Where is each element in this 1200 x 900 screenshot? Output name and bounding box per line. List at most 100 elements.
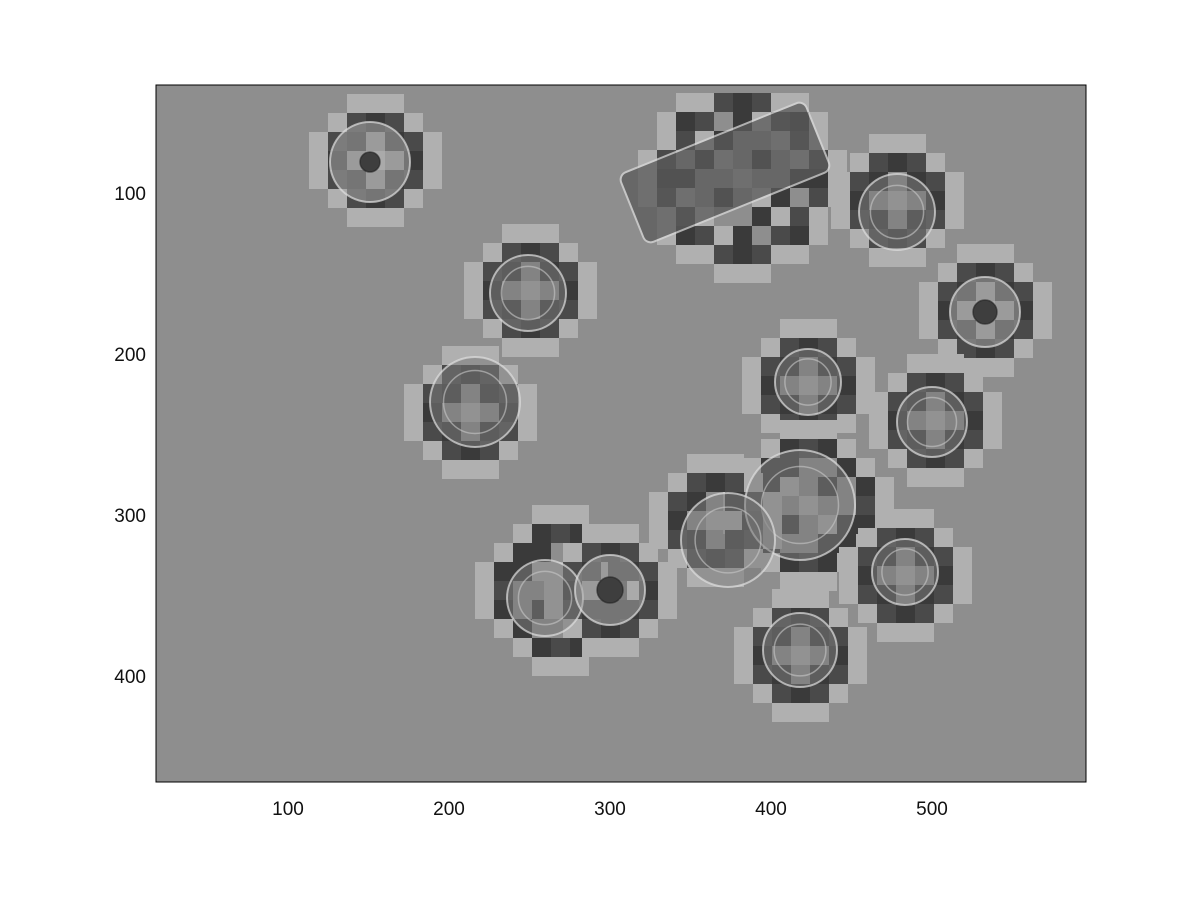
block-cell — [532, 543, 551, 562]
block-cell — [780, 319, 799, 338]
block-cell — [856, 357, 875, 376]
coin-inner-ring — [881, 548, 929, 596]
block-cell — [725, 473, 744, 492]
block-cell — [907, 134, 926, 153]
block-cell — [464, 262, 483, 281]
block-cell — [888, 373, 907, 392]
block-cell — [907, 153, 926, 172]
block-cell — [869, 153, 888, 172]
block-cell — [499, 441, 518, 460]
block-cell — [385, 94, 404, 113]
x-axis-ticks: 100 200 300 400 500 — [272, 799, 948, 820]
block-cell — [915, 623, 934, 642]
coin-medium-center — [680, 492, 776, 588]
block-cell — [858, 604, 877, 623]
block-cell — [742, 376, 761, 395]
block-cell — [983, 411, 1002, 430]
x-tick-label: 500 — [916, 799, 948, 820]
block-cell — [464, 300, 483, 319]
block-cell — [578, 281, 597, 300]
block-cell — [442, 441, 461, 460]
block-cell — [366, 208, 385, 227]
block-cell — [513, 638, 532, 657]
block-cell — [714, 264, 733, 283]
block-cell — [848, 627, 867, 646]
block-cell — [790, 207, 809, 226]
block-cell — [934, 547, 953, 566]
block-cell — [888, 449, 907, 468]
block-cell — [799, 420, 818, 439]
coin-inner-ring — [517, 570, 573, 626]
block-cell — [790, 226, 809, 245]
block-cell — [551, 505, 570, 524]
block-cell — [752, 264, 771, 283]
block-cell — [828, 150, 847, 169]
block-cell — [875, 477, 894, 496]
block-cell — [714, 226, 733, 245]
block-cell — [837, 414, 856, 433]
block-cell — [858, 585, 877, 604]
block-cell — [856, 376, 875, 395]
x-tick-label: 200 — [433, 799, 465, 820]
block-cell — [791, 703, 810, 722]
block-cell — [964, 411, 983, 430]
block-cell — [461, 460, 480, 479]
block-cell — [1014, 339, 1033, 358]
battery-top-center — [619, 101, 831, 244]
block-cell — [733, 93, 752, 112]
coin-inner-ring — [760, 465, 840, 545]
block-cell — [761, 338, 780, 357]
block-cell — [733, 264, 752, 283]
block-cell — [532, 657, 551, 676]
block-cell — [869, 392, 888, 411]
block-cell — [442, 460, 461, 479]
y-tick-label: 400 — [114, 667, 146, 688]
block-cell — [945, 210, 964, 229]
block-cell — [888, 153, 907, 172]
block-cell — [753, 608, 772, 627]
block-cell — [888, 134, 907, 153]
block-cell — [658, 562, 677, 581]
block-cell — [404, 189, 423, 208]
coin-left-middle — [489, 254, 567, 332]
block-cell — [761, 357, 780, 376]
block-cell — [532, 638, 551, 657]
block-cell — [676, 93, 695, 112]
block-cell — [513, 543, 532, 562]
block-cell — [540, 243, 559, 262]
block-cell — [657, 131, 676, 150]
block-cell — [761, 414, 780, 433]
coin-inner-ring — [500, 265, 556, 321]
block-cell — [809, 207, 828, 226]
block-cell — [404, 403, 423, 422]
block-cell — [483, 243, 502, 262]
block-cell — [877, 604, 896, 623]
block-cell — [995, 358, 1014, 377]
block-cell — [570, 505, 589, 524]
block-cell — [404, 384, 423, 403]
block-cell — [714, 245, 733, 264]
block-cell — [480, 460, 499, 479]
block-cell — [926, 468, 945, 487]
block-cell — [818, 553, 837, 572]
block-cell — [856, 477, 875, 496]
block-cell — [668, 473, 687, 492]
washer-hole — [359, 151, 381, 173]
block-cell — [752, 93, 771, 112]
block-cell — [771, 226, 790, 245]
block-cell — [309, 132, 328, 151]
block-cell — [423, 441, 442, 460]
block-cell — [578, 262, 597, 281]
x-tick-label: 300 — [594, 799, 626, 820]
block-cell — [771, 207, 790, 226]
block-cell — [837, 395, 856, 414]
block-cell — [347, 94, 366, 113]
block-cell — [772, 589, 791, 608]
block-cell — [790, 245, 809, 264]
block-cell — [831, 210, 850, 229]
block-cell — [475, 581, 494, 600]
block-cell — [521, 338, 540, 357]
block-cell — [839, 566, 858, 585]
washer-top-left — [329, 121, 411, 203]
block-cell — [532, 505, 551, 524]
